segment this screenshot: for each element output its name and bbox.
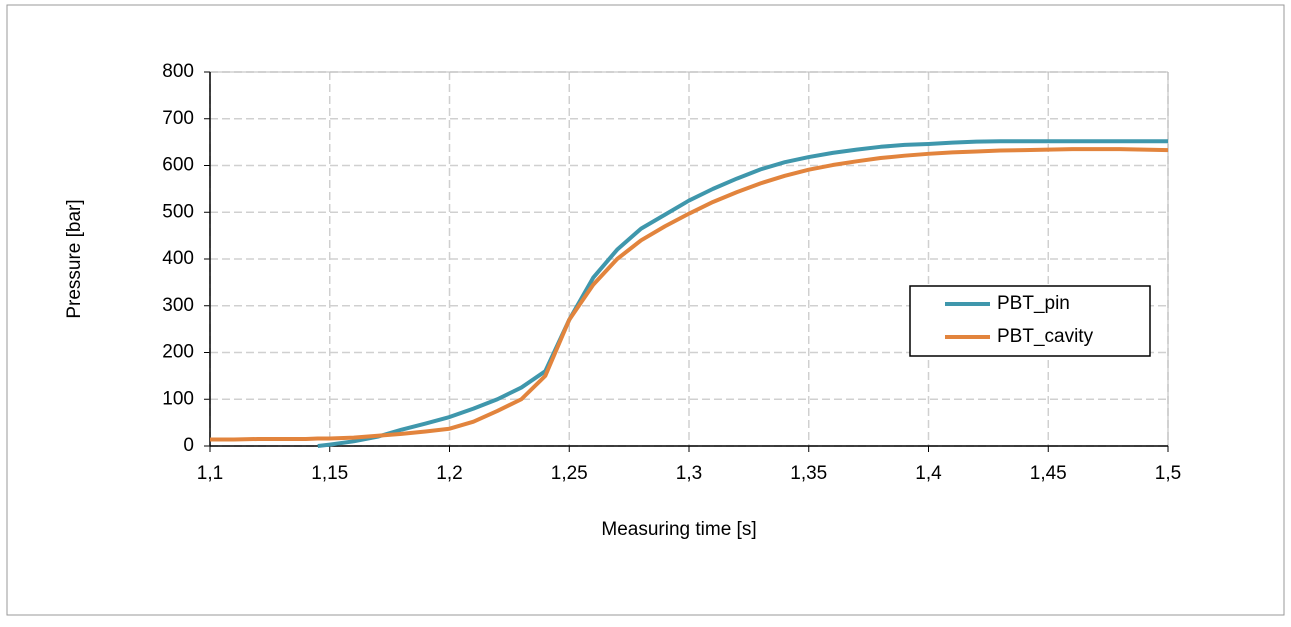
y-tick-label: 200 [162, 342, 194, 363]
legend-box [909, 285, 1151, 357]
y-tick-label: 800 [162, 61, 194, 82]
data-line [210, 147, 1169, 442]
y-tick-label: 400 [162, 248, 194, 269]
x-tick-label: 1,45 [1030, 463, 1067, 484]
x-tick-label: 1,3 [676, 463, 702, 484]
x-tick-label: 1,35 [790, 463, 827, 484]
y-tick-label: 300 [162, 295, 194, 316]
x-tick-label: 1,2 [436, 463, 462, 484]
x-tick-label: 1,5 [1155, 463, 1181, 484]
x-tick-label: 1,25 [551, 463, 588, 484]
y-tick-label: 700 [162, 108, 194, 129]
legend-label: PBT_cavity [997, 326, 1094, 347]
x-tick-label: 1,15 [311, 463, 348, 484]
x-axis-label: Measuring time [s] [601, 519, 756, 540]
y-tick-label: 0 [183, 435, 194, 456]
y-tick-label: 100 [162, 388, 194, 409]
y-tick-label: 500 [162, 201, 194, 222]
data-line [317, 139, 1168, 448]
legend-label: PBT_pin [997, 293, 1070, 314]
x-tick-label: 1,1 [197, 463, 223, 484]
y-tick-label: 600 [162, 155, 194, 176]
y-axis-label: Pressure [bar] [64, 199, 85, 318]
x-tick-label: 1,4 [915, 463, 942, 484]
